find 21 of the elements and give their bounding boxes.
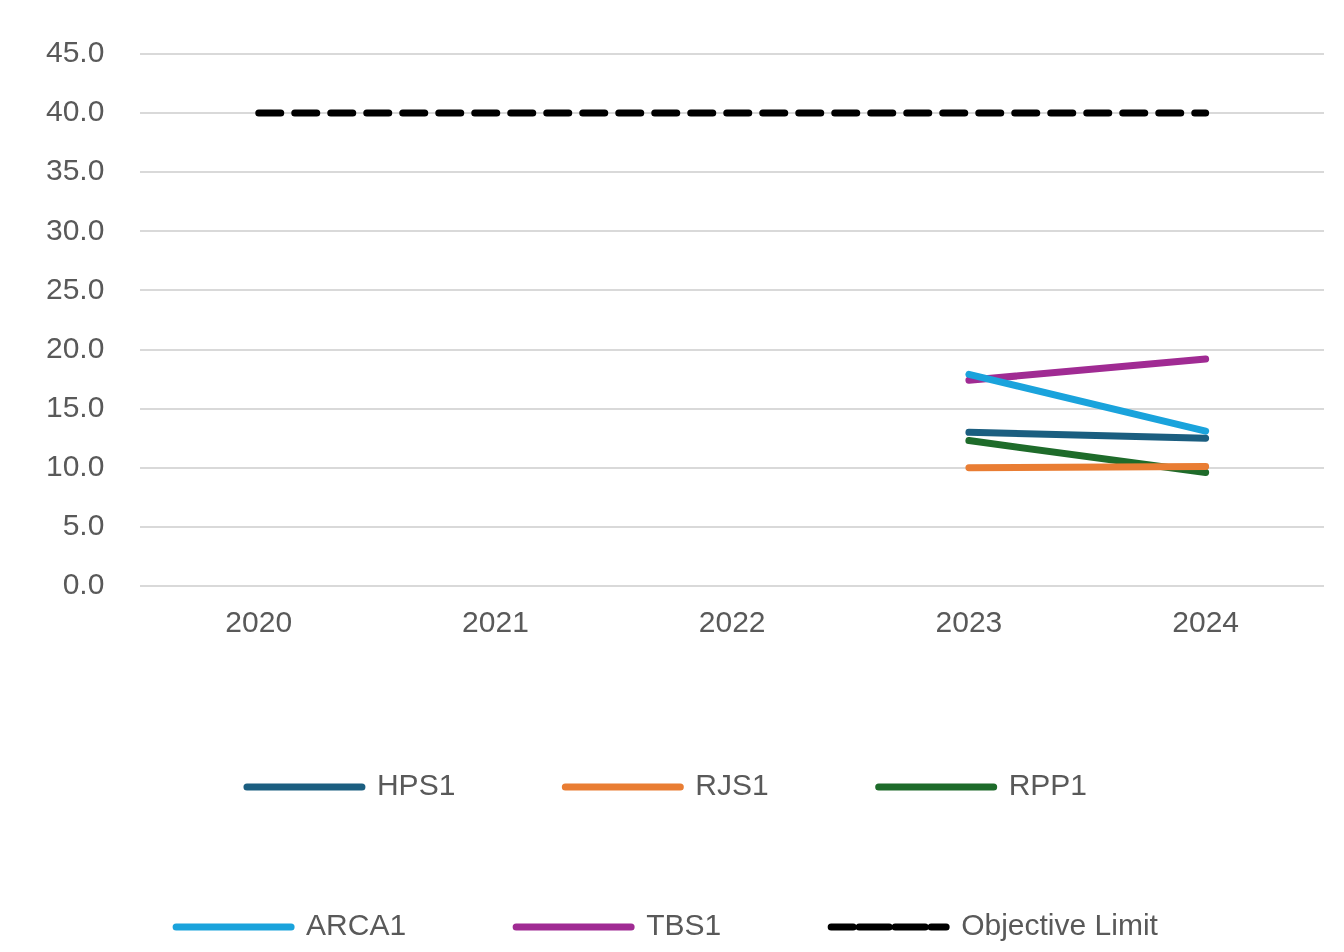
y-tick-label: 30.0 [46, 212, 105, 246]
x-tick-label: 2023 [935, 605, 1003, 639]
y-tick-label: 5.0 [62, 508, 105, 542]
y-tick-label: 35.0 [46, 153, 105, 187]
y-tick-label: 0.0 [62, 567, 105, 601]
legend-label: TBS1 [646, 908, 722, 942]
legend-label: ARCA1 [306, 908, 407, 942]
legend-label: Objective Limit [961, 908, 1159, 942]
y-tick-label: 10.0 [46, 449, 105, 483]
x-tick-label: 2021 [462, 605, 529, 639]
y-tick-label: 20.0 [46, 330, 105, 364]
y-tick-label: 25.0 [46, 271, 105, 305]
x-tick-label: 2020 [225, 605, 293, 639]
x-tick-label: 2024 [1172, 605, 1240, 639]
legend-label: RPP1 [1008, 768, 1088, 802]
y-tick-label: 45.0 [46, 35, 105, 69]
y-tick-label: 15.0 [46, 389, 105, 423]
x-tick-label: 2022 [698, 605, 766, 639]
legend-label: RJS1 [695, 768, 769, 802]
legend-label: HPS1 [376, 768, 456, 802]
y-tick-label: 40.0 [46, 94, 105, 128]
